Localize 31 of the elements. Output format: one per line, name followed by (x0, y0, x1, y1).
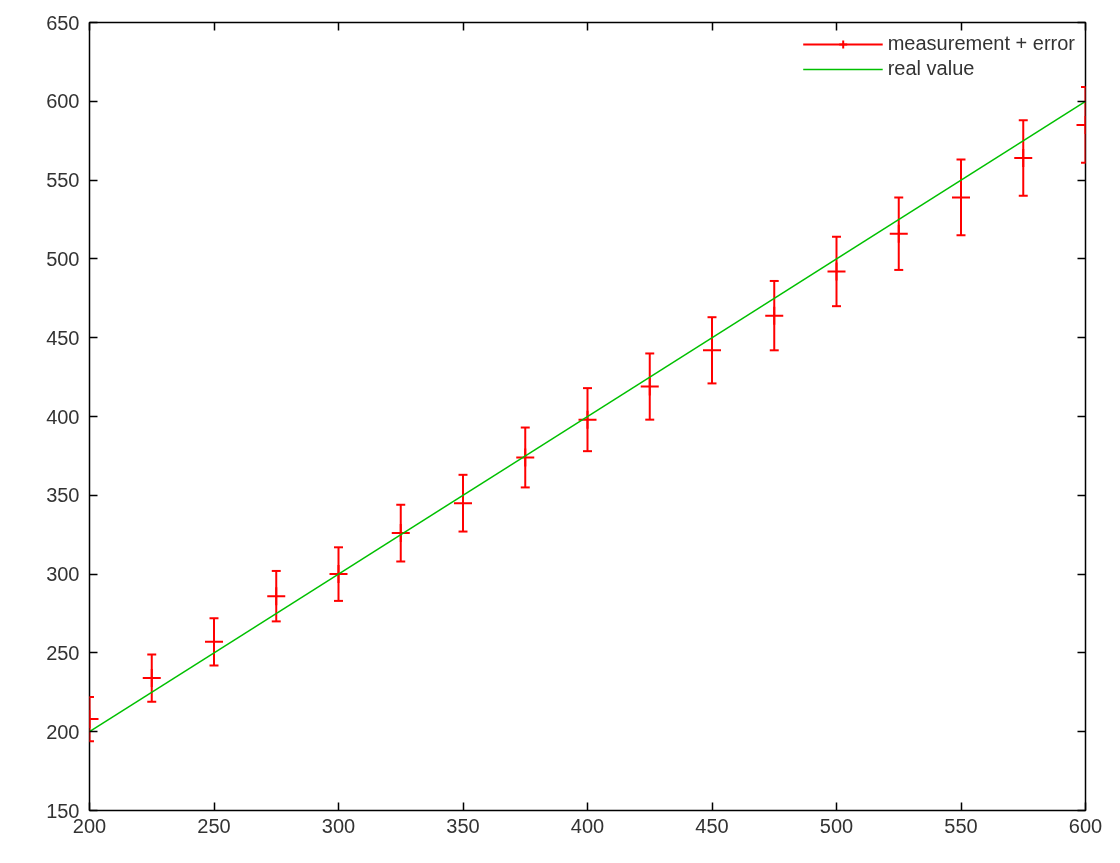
y-tick-label: 500 (46, 247, 80, 270)
legend-label: measurement + error (887, 32, 1075, 55)
y-tick-label: 250 (46, 641, 80, 664)
point (328, 564, 349, 585)
point (888, 223, 909, 244)
y-tick-label: 200 (46, 720, 80, 743)
point (515, 447, 536, 468)
x-tick-label: 450 (695, 814, 729, 837)
point (1013, 148, 1034, 169)
point (141, 668, 162, 689)
point (639, 376, 660, 397)
y-tick-label: 350 (46, 484, 80, 507)
legend-label: real value (887, 57, 975, 80)
x-tick-label: 350 (446, 814, 480, 837)
point (764, 305, 785, 326)
y-tick-label: 450 (46, 326, 80, 349)
x-tick-label: 300 (321, 814, 356, 837)
x-tick-label: 250 (197, 814, 231, 837)
y-tick-label: 400 (46, 405, 80, 428)
x-tick-label: 550 (944, 814, 978, 837)
y-tick-label: 650 (46, 11, 80, 34)
point (826, 261, 847, 282)
point (577, 409, 598, 430)
y-tick-label: 550 (46, 169, 80, 192)
y-tick-label: 300 (46, 563, 80, 586)
point (266, 586, 287, 607)
y-tick-label: 600 (46, 90, 80, 113)
x-tick-label: 400 (570, 814, 605, 837)
x-tick-label: 500 (819, 814, 854, 837)
x-tick-label: 600 (1068, 814, 1103, 837)
point (390, 523, 411, 544)
